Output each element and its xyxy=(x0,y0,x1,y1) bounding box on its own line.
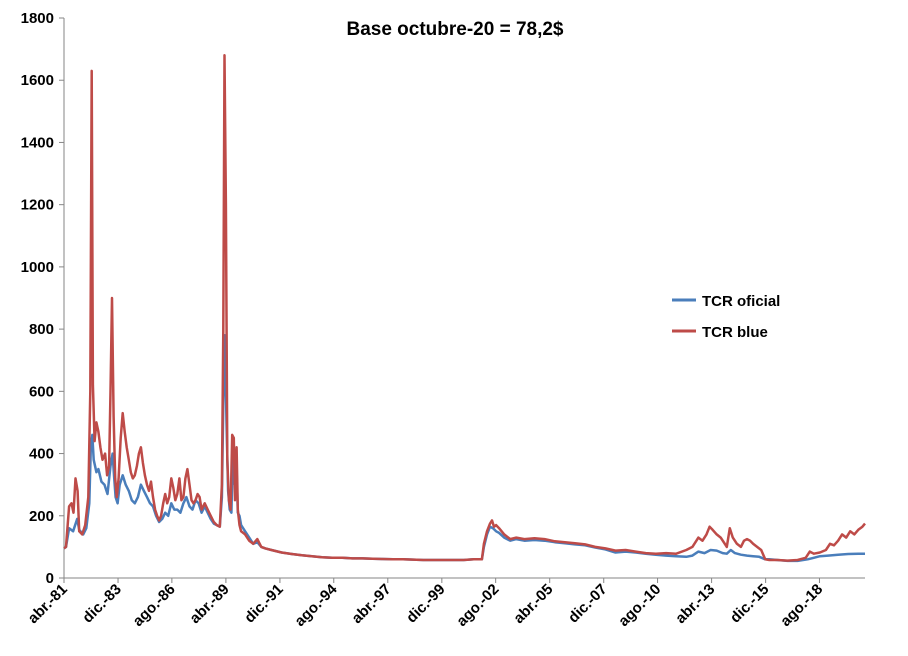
legend-label: TCR oficial xyxy=(702,293,780,310)
x-tick-label: abr.-13 xyxy=(672,581,718,627)
legend: TCR oficial TCR blue xyxy=(672,293,780,341)
y-tick-label: 1000 xyxy=(21,259,54,276)
x-tick-label: dic.-83 xyxy=(79,581,125,627)
y-tick-label: 0 xyxy=(46,570,54,587)
y-tick-label: 1800 xyxy=(21,10,54,27)
x-tick-label: dic.-91 xyxy=(241,581,287,627)
axes: 0 200 400 600 800 1000 1200 1400 1600 1800 abr.-81… xyxy=(21,10,865,630)
chart-title: Base octubre-20 = 78,2$ xyxy=(346,19,563,40)
series-lines xyxy=(63,54,866,563)
y-tick-label: 600 xyxy=(29,383,54,400)
y-tick-label: 1200 xyxy=(21,197,54,214)
y-tick-label: 200 xyxy=(29,508,54,525)
x-tick-label: abr.-89 xyxy=(187,581,233,627)
x-tick-label: abr.-05 xyxy=(510,581,556,627)
y-tick-label: 800 xyxy=(29,321,54,338)
x-tick-label: abr.-97 xyxy=(348,581,394,627)
series-line-tcr-blue xyxy=(63,54,866,562)
x-tick-label: ago.-10 xyxy=(615,581,664,630)
x-tick-label: ago.-86 xyxy=(130,581,179,630)
legend-label: TCR blue xyxy=(702,324,768,341)
series-line-tcr-oficial xyxy=(63,334,865,563)
y-tick-label: 1600 xyxy=(21,72,54,89)
x-tick-label: ago.-18 xyxy=(777,581,826,630)
y-tick-label: 400 xyxy=(29,446,54,463)
x-tick-label: ago.-02 xyxy=(453,581,502,630)
x-tick-label: dic.-15 xyxy=(727,581,773,627)
x-tick-label: ago.-94 xyxy=(291,580,341,630)
x-tick-label: dic.-99 xyxy=(403,581,449,627)
x-tick-label: dic.-07 xyxy=(565,581,611,627)
y-tick-label: 1400 xyxy=(21,134,54,151)
x-tick-label: abr.-81 xyxy=(25,581,71,627)
